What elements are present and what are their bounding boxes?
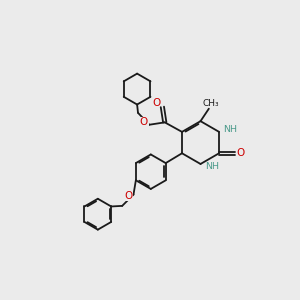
Text: CH₃: CH₃ <box>203 99 220 108</box>
Text: O: O <box>140 117 148 127</box>
Text: O: O <box>124 191 132 201</box>
Text: O: O <box>236 148 244 158</box>
Text: O: O <box>152 98 160 108</box>
Text: NH: NH <box>205 161 219 170</box>
Text: NH: NH <box>224 125 237 134</box>
